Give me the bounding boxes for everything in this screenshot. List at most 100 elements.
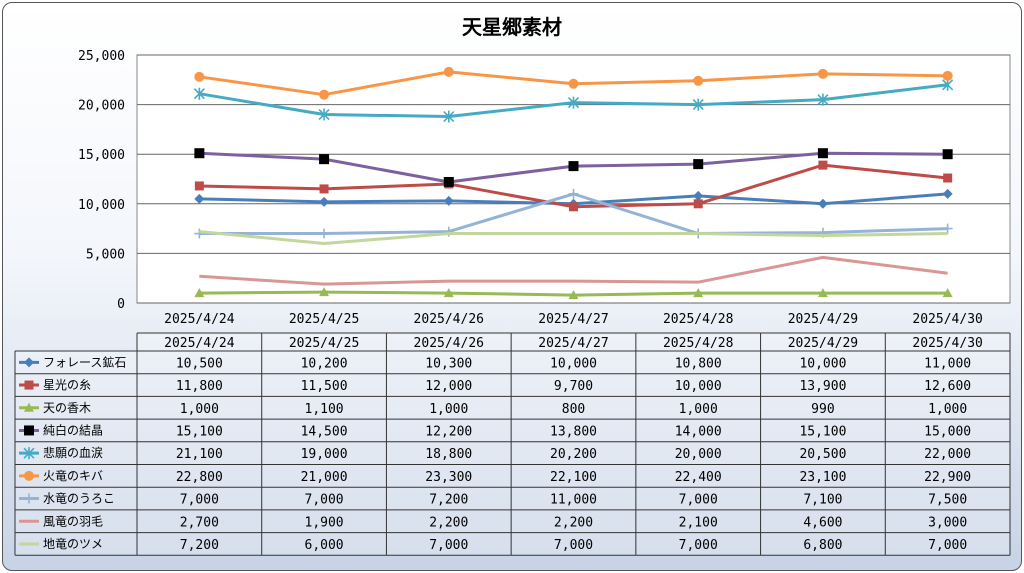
gridlines [136,54,1011,304]
point-marker [693,288,704,298]
y-tick-label: 15,000 [78,148,125,163]
point-marker [568,188,579,199]
table-cell-value: 800 [562,402,585,417]
x-tick-label: 2025/4/29 [788,312,858,327]
point-marker [24,470,34,481]
table-cell-value: 22,900 [924,470,971,485]
data-table: 2025/4/24 2025/4/25 2025/4/26 2025/4/27 2025… [14,332,1011,556]
point-marker [443,66,454,77]
table-cell-value: 23,100 [799,470,846,485]
table-cell-value: 7,000 [305,493,344,508]
point-marker [23,447,35,460]
point-marker [817,68,828,79]
series-name: 天の香木 [43,401,91,415]
table-cell-value: 7,000 [928,538,967,553]
x-axis-ticks: 2025/4/24 2025/4/25 2025/4/26 2025/4/27 2025… [164,312,983,327]
point-marker [24,357,34,368]
y-tick-label: 5,000 [86,247,125,262]
table-cell-value: 7,000 [429,538,468,553]
table-cell-value: 12,600 [924,379,971,394]
series [199,255,948,286]
point-marker [568,290,579,300]
table-cell-value: 20,000 [675,447,722,462]
point-marker [942,188,953,199]
point-marker [693,75,704,86]
table-header-date: 2025/4/24 [164,336,235,351]
table-cell-value: 18,800 [425,447,472,462]
point-marker [942,223,953,234]
table-cell-value: 10,000 [675,379,722,394]
point-marker [194,288,205,298]
table-cell-value: 20,200 [550,447,597,462]
table-header-date: 2025/4/29 [788,336,858,351]
table-cell-value: 12,000 [425,379,472,394]
series-name: 地竜のツメ [43,537,103,551]
series-name: 星光の糸 [43,378,91,392]
series [199,230,948,245]
series-lines [193,66,954,300]
table-cell-value: 15,100 [176,424,223,439]
table-cell-value: 7,000 [180,493,219,508]
table-cell-value: 1,900 [305,515,344,530]
point-marker [319,89,330,100]
series [194,66,953,100]
table-cell-value: 22,400 [675,470,722,485]
table-cell-value: 6,000 [305,538,344,553]
table-cell-value: 7,100 [803,493,842,508]
series [194,148,953,187]
point-marker [194,193,205,204]
point-marker [319,196,330,207]
table-cell-value: 14,500 [301,424,348,439]
point-marker [817,148,828,159]
table-cell-value: 10,500 [176,356,223,371]
x-tick-label: 2025/4/25 [289,312,359,327]
point-marker [567,96,580,109]
chart-title: 天星郷素材 [462,15,562,39]
table-cell-value: 15,100 [799,424,846,439]
series-line [199,230,948,245]
y-tick-label: 20,000 [78,99,125,114]
table-cell-value: 10,300 [425,356,472,371]
table-cell-value: 2,100 [679,515,718,530]
point-marker [319,228,330,239]
table-cell-value: 19,000 [301,447,348,462]
table-cell-value: 4,600 [803,515,842,530]
point-marker [194,71,205,82]
series [194,287,953,300]
table-cell-value: 7,200 [429,493,468,508]
table-cell-value: 20,500 [799,447,846,462]
series-name: 悲願の血涙 [43,445,103,460]
x-tick-label: 2025/4/27 [538,312,608,327]
table-cell-value: 11,000 [550,493,597,508]
table-cell-value: 1,000 [679,402,718,417]
series-name: 風竜の羽毛 [43,514,103,528]
table-cell-value: 13,800 [550,424,597,439]
point-marker [443,110,455,123]
table-cell-value: 10,800 [675,356,722,371]
point-marker [193,87,205,100]
x-tick-label: 2025/4/24 [164,312,235,327]
table-cell-value: 1,000 [429,402,468,417]
table-cell-value: 1,000 [180,402,219,417]
table-cell-value: 1,100 [305,402,344,417]
table-cell-value: 14,000 [675,424,722,439]
point-marker [318,108,330,121]
table-cell-value: 10,000 [799,356,846,371]
table-cell-value: 11,000 [924,356,971,371]
table-cell-value: 11,500 [301,379,348,394]
table-header-date: 2025/4/26 [414,336,484,351]
table-cell-value: 7,200 [180,538,219,553]
point-marker [24,425,34,436]
point-marker [24,493,34,504]
point-marker [319,154,330,165]
point-marker [194,181,204,191]
table-cell-value: 21,000 [301,470,348,485]
table-header-date: 2025/4/30 [912,336,982,351]
table-cell-value: 22,000 [924,447,971,462]
series-line [199,255,948,286]
series-name: 火竜のキバ [43,469,103,483]
table-cell-value: 7,000 [679,538,718,553]
table-header-date: 2025/4/25 [289,336,359,351]
table-cell-value: 1,000 [928,402,967,417]
